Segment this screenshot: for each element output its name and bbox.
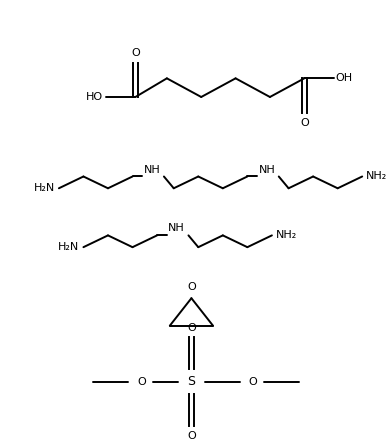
Text: O: O — [137, 377, 146, 387]
Text: H₂N: H₂N — [34, 183, 55, 193]
Text: O: O — [187, 431, 196, 441]
Text: NH₂: NH₂ — [366, 172, 387, 181]
Text: H₂N: H₂N — [58, 242, 80, 252]
Text: OH: OH — [336, 73, 353, 83]
Text: HO: HO — [86, 92, 103, 102]
Text: NH: NH — [168, 224, 185, 233]
Text: O: O — [131, 48, 140, 58]
Text: NH: NH — [259, 164, 275, 174]
Text: O: O — [187, 323, 196, 333]
Text: O: O — [248, 377, 257, 387]
Text: O: O — [300, 118, 308, 127]
Text: S: S — [188, 375, 195, 388]
Text: O: O — [187, 283, 196, 292]
Text: NH: NH — [144, 164, 161, 174]
Text: NH₂: NH₂ — [276, 230, 297, 240]
